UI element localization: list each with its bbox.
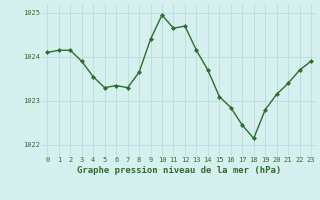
X-axis label: Graphe pression niveau de la mer (hPa): Graphe pression niveau de la mer (hPa): [77, 166, 281, 175]
